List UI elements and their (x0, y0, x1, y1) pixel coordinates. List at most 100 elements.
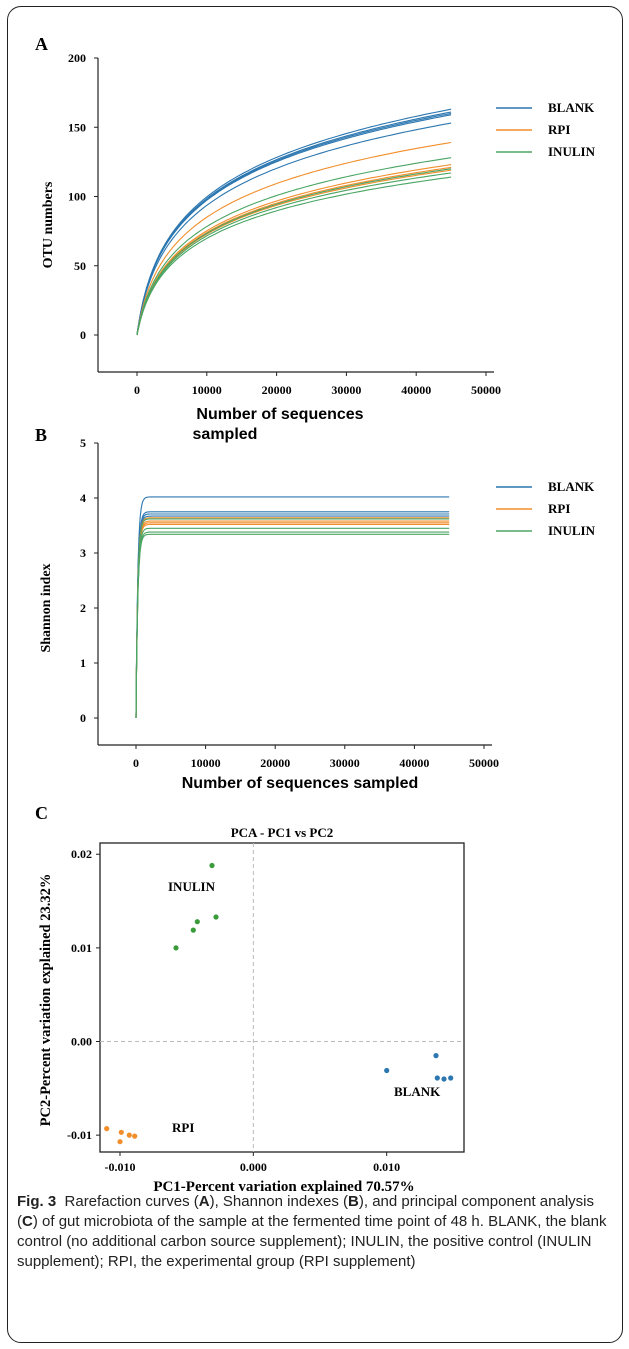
point-blank (433, 1053, 439, 1059)
y-tick-label: 50 (74, 259, 86, 273)
x-tick-label: 30000 (331, 383, 361, 397)
group-label-blank: BLANK (394, 1084, 441, 1099)
x-tick-label: 40000 (399, 756, 429, 770)
curve-inulin-4 (136, 176, 452, 336)
curve-rpi-2 (135, 520, 450, 719)
x-tick-label: 30000 (330, 756, 360, 770)
point-rpi (117, 1139, 123, 1145)
curve-rpi-1 (136, 141, 452, 336)
panel-c: C PCA - PC1 vs PC2 -0.010.000.010.02-0.0… (35, 803, 465, 1195)
x-tick-label: 0 (134, 383, 140, 397)
point-blank (441, 1076, 447, 1082)
group-label-rpi: RPI (172, 1120, 194, 1135)
point-inulin (190, 927, 196, 933)
x-tick-label: -0.010 (105, 1160, 136, 1174)
curve-inulin-3 (136, 172, 452, 336)
point-rpi (118, 1129, 124, 1135)
legend-label-blank: BLANK (548, 100, 595, 115)
point-blank (384, 1067, 390, 1074)
panel-b-curves (135, 496, 450, 719)
panel-b-axes: 0 1 2 3 4 5 0 10000 20000 30000 40000 50000 (80, 436, 499, 770)
x-tick-label: 0.000 (240, 1160, 267, 1174)
point-inulin (194, 919, 200, 925)
panel-a-legend: BLANK RPI INULIN (496, 100, 596, 159)
panel-c-points (104, 862, 454, 1145)
curve-blank-1 (136, 108, 452, 336)
y-tick-label: 2 (80, 601, 86, 615)
point-rpi (104, 1126, 110, 1132)
curve-blank-5 (136, 122, 452, 336)
curve-blank-2 (135, 511, 450, 719)
curve-blank-4 (136, 114, 452, 336)
y-tick-label: -0.01 (67, 1128, 92, 1142)
y-tick-label: 4 (80, 491, 86, 505)
curve-rpi-4 (135, 523, 450, 719)
legend-label-inulin: INULIN (548, 144, 596, 159)
panel-a-curves (136, 108, 452, 336)
panel-a-letter: A (35, 34, 48, 54)
panel-c-ylabel: PC2-Percent variation explained 23.32% (38, 874, 54, 1127)
curve-inulin-1 (136, 157, 452, 336)
figure-caption: Fig. 3 Rarefaction curves (A), Shannon i… (17, 1192, 613, 1272)
x-tick-label: 0.010 (373, 1160, 400, 1174)
y-tick-label: 200 (68, 51, 86, 65)
panel-a-ylabel: OTU numbers (41, 181, 56, 268)
y-tick-label: 0 (80, 711, 86, 725)
x-tick-label: 20000 (260, 756, 290, 770)
curve-rpi-1 (135, 517, 450, 719)
legend-label-rpi: RPI (548, 122, 570, 137)
point-inulin (209, 862, 215, 869)
x-tick-label: 40000 (401, 383, 431, 397)
x-tick-label: 10000 (191, 756, 221, 770)
panel-c-letter: C (35, 803, 48, 823)
y-tick-label: 100 (68, 190, 86, 204)
caption-label: Fig. 3 (17, 1193, 57, 1210)
y-tick-label: 1 (80, 656, 86, 670)
y-tick-label: 150 (68, 120, 86, 134)
panel-c-plot-frame (99, 842, 465, 1153)
point-rpi (132, 1133, 138, 1139)
x-tick-label: 50000 (471, 383, 501, 397)
point-blank (434, 1075, 440, 1081)
panel-b-letter: B (35, 425, 47, 445)
y-tick-label: 3 (80, 546, 86, 560)
x-tick-label: 10000 (192, 383, 222, 397)
x-tick-label: 50000 (469, 756, 499, 770)
group-label-inulin: INULIN (168, 879, 216, 894)
panel-c-axes: -0.01 0.00 0.01 0.02 -0.010 0.000 0.010 (67, 843, 464, 1174)
panel-b-xlabel: Number of sequences sampled (182, 775, 419, 792)
curve-rpi-3 (135, 522, 450, 719)
panel-c-xlabel: PC1-Percent variation explained 70.57% (153, 1179, 414, 1195)
panel-c-title: PCA - PC1 vs PC2 (231, 825, 334, 840)
panel-a-axes: 0 50 100 150 200 0 10000 20000 30000 40000 50000 (68, 51, 501, 397)
y-tick-label: 0.00 (71, 1035, 92, 1049)
panel-a-xlabel-line1: Number of sequences (196, 406, 363, 423)
legend-label-rpi: RPI (548, 501, 570, 516)
curve-inulin-3 (135, 531, 450, 719)
curve-inulin-1 (135, 518, 450, 719)
curve-blank-2 (136, 111, 452, 336)
y-tick-label: 0 (80, 328, 86, 342)
curve-inulin-2 (136, 168, 452, 336)
y-tick-label: 0.02 (71, 847, 92, 861)
curve-inulin-2 (135, 527, 450, 719)
curve-blank-3 (136, 112, 452, 336)
caption-text: Rarefaction curves (A), Shannon indexes … (17, 1193, 607, 1270)
panel-b: B 0 1 2 3 4 5 0 10000 20000 30000 40000 50000 Shann… (35, 425, 596, 792)
curve-inulin-4 (135, 533, 450, 719)
legend-label-inulin: INULIN (548, 523, 596, 538)
curve-blank-1 (135, 496, 450, 719)
curve-blank-3 (135, 513, 450, 719)
point-rpi (126, 1132, 132, 1138)
y-tick-label: 5 (80, 436, 86, 450)
legend-label-blank: BLANK (548, 479, 595, 494)
panel-b-ylabel: Shannon index (39, 563, 54, 652)
panel-a-xlabel-line2: sampled (193, 426, 258, 443)
x-tick-label: 20000 (262, 383, 292, 397)
x-tick-label: 0 (133, 756, 139, 770)
panel-b-legend: BLANK RPI INULIN (496, 479, 596, 538)
curve-blank-4 (135, 515, 450, 719)
figure-frame (7, 6, 623, 1343)
point-inulin (173, 945, 179, 951)
